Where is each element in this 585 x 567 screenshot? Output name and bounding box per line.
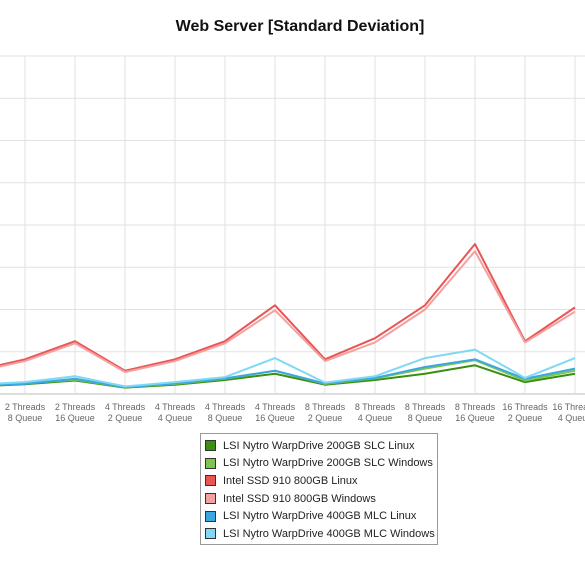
legend-item: Intel SSD 910 800GB Linux (205, 472, 437, 490)
legend-item: LSI Nytro WarpDrive 200GB SLC Windows (205, 455, 437, 473)
legend-label: LSI Nytro WarpDrive 400GB MLC Windows (223, 527, 435, 540)
x-tick-label: 2 Threads 16 Queue (55, 402, 96, 423)
x-tick-label: 8 Threads 2 Queue (305, 402, 346, 423)
series-line-1 (0, 364, 576, 389)
legend-label: LSI Nytro WarpDrive 200GB SLC Windows (223, 457, 433, 470)
x-tick-label: 2 Threads 8 Queue (5, 402, 46, 423)
series-line-6 (0, 348, 576, 388)
chart-legend: LSI Nytro WarpDrive 200GB SLC Linux LSI N… (200, 433, 438, 545)
legend-swatch (205, 475, 216, 487)
legend-swatch (205, 457, 216, 469)
legend-swatch (205, 440, 216, 452)
chart-title: Web Server [Standard Deviation] (175, 18, 425, 35)
series-line-3 (0, 243, 576, 372)
x-tick-label: 8 Threads 16 Queue (455, 402, 496, 423)
legend-label: LSI Nytro WarpDrive 400GB MLC Linux (223, 510, 417, 523)
x-tick-label: 4 Threads 16 Queue (255, 402, 296, 423)
x-tick-label: 16 Threads 2 Queue (502, 402, 548, 423)
legend-item: LSI Nytro WarpDrive 200GB SLC Linux (205, 437, 437, 455)
x-tick-label: 4 Threads 2 Queue (105, 402, 146, 423)
legend-label: Intel SSD 910 800GB Linux (223, 474, 358, 487)
x-tick-label: 8 Threads 8 Queue (405, 402, 446, 423)
series-layer (0, 243, 576, 389)
legend-swatch (205, 528, 216, 540)
legend-label: Intel SSD 910 800GB Windows (223, 492, 376, 505)
legend-item: Intel SSD 910 800GB Windows (205, 490, 437, 508)
x-tick-label: 8 Threads 4 Queue (355, 402, 396, 423)
legend-item: LSI Nytro WarpDrive 400GB MLC Linux (205, 507, 437, 525)
legend-swatch (205, 493, 216, 505)
series-line-4 (0, 250, 576, 374)
series-line-5 (0, 358, 576, 389)
legend-swatch (205, 510, 216, 522)
legend-label: LSI Nytro WarpDrive 200GB SLC Linux (223, 439, 415, 452)
grid-layer (0, 55, 585, 395)
legend-item: LSI Nytro WarpDrive 400GB MLC Windows (205, 525, 437, 543)
x-tick-label: 4 Threads 8 Queue (205, 402, 246, 423)
x-tick-label: 4 Threads 4 Queue (155, 402, 196, 423)
